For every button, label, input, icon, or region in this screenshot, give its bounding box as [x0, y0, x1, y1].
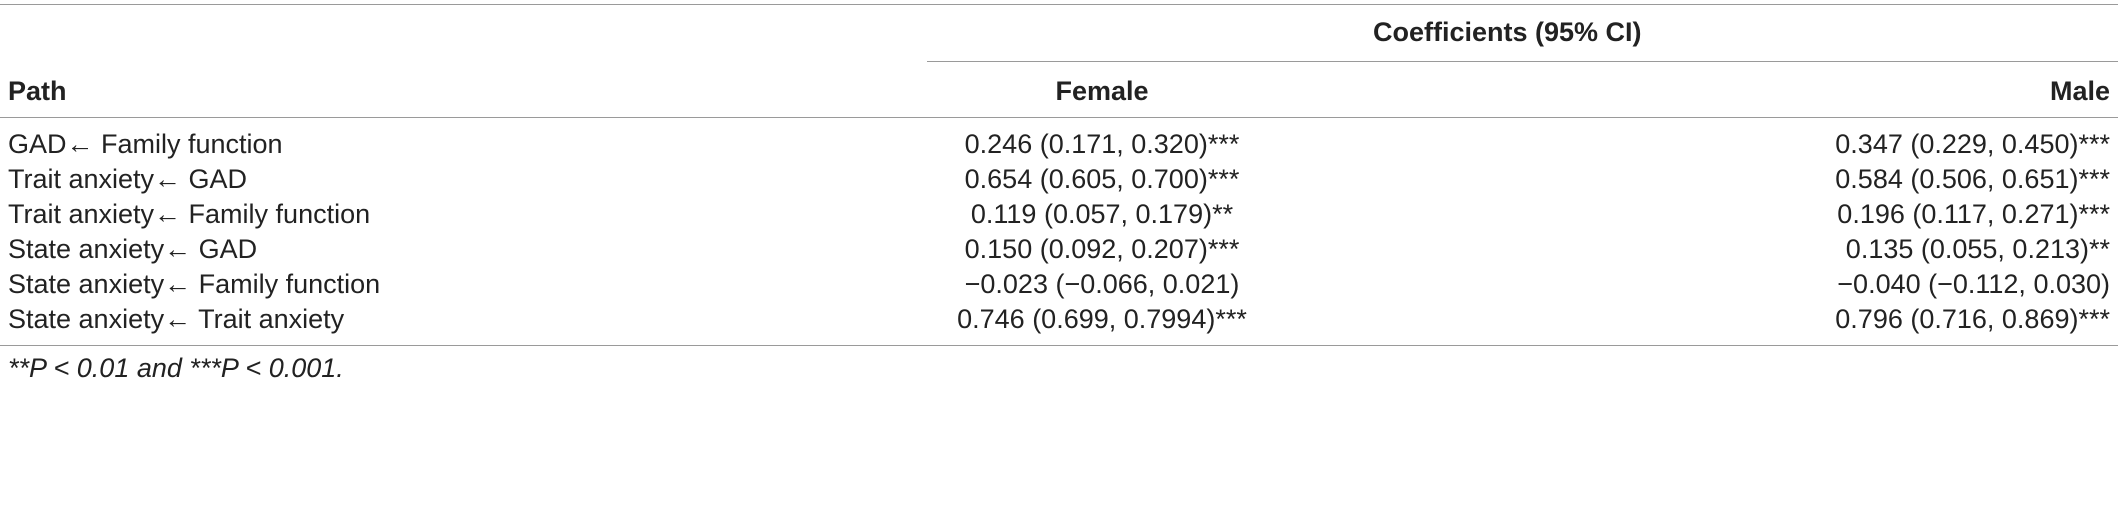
- path-cell: GAD← Family function: [8, 129, 283, 159]
- column-header-female: Female: [1055, 76, 1149, 106]
- male-coefficient-cell: 0.135 (0.055, 0.213)**: [1845, 234, 2110, 264]
- male-coefficient-cell: 0.196 (0.117, 0.271)***: [1837, 199, 2110, 229]
- male-coefficient-cell: 0.796 (0.716, 0.869)***: [1835, 304, 2110, 334]
- female-coefficient-cell: 0.746 (0.699, 0.7994)***: [957, 304, 1247, 334]
- column-header-male: Male: [2049, 76, 2110, 106]
- group-header-coefficients: Coefficients (95% CI): [1373, 17, 1642, 47]
- female-coefficient-cell: 0.246 (0.171, 0.320)***: [964, 129, 1240, 159]
- female-coefficient-cell: −0.023 (−0.066, 0.021): [964, 269, 1240, 299]
- male-coefficient-cell: −0.040 (−0.112, 0.030): [1837, 269, 2110, 299]
- table-footnote: **P < 0.01 and ***P < 0.001.: [8, 353, 344, 383]
- male-coefficient-cell: 0.584 (0.506, 0.651)***: [1835, 164, 2110, 194]
- path-cell: State anxiety← Trait anxiety: [8, 304, 345, 334]
- path-cell: Trait anxiety← GAD: [8, 164, 248, 194]
- male-coefficient-cell: 0.347 (0.229, 0.450)***: [1835, 129, 2110, 159]
- path-cell: Trait anxiety← Family function: [8, 199, 371, 229]
- header-bottom-rule: [0, 117, 2118, 118]
- table-top-rule: [0, 4, 2118, 5]
- path-cell: State anxiety← GAD: [8, 234, 258, 264]
- female-coefficient-cell: 0.150 (0.092, 0.207)***: [964, 234, 1240, 264]
- female-coefficient-cell: 0.654 (0.605, 0.700)***: [964, 164, 1240, 194]
- female-coefficient-cell: 0.119 (0.057, 0.179)**: [970, 199, 1234, 229]
- table-bottom-rule: [0, 345, 2118, 346]
- column-header-path: Path: [8, 76, 67, 106]
- path-cell: State anxiety← Family function: [8, 269, 381, 299]
- group-header-rule: [927, 61, 2118, 62]
